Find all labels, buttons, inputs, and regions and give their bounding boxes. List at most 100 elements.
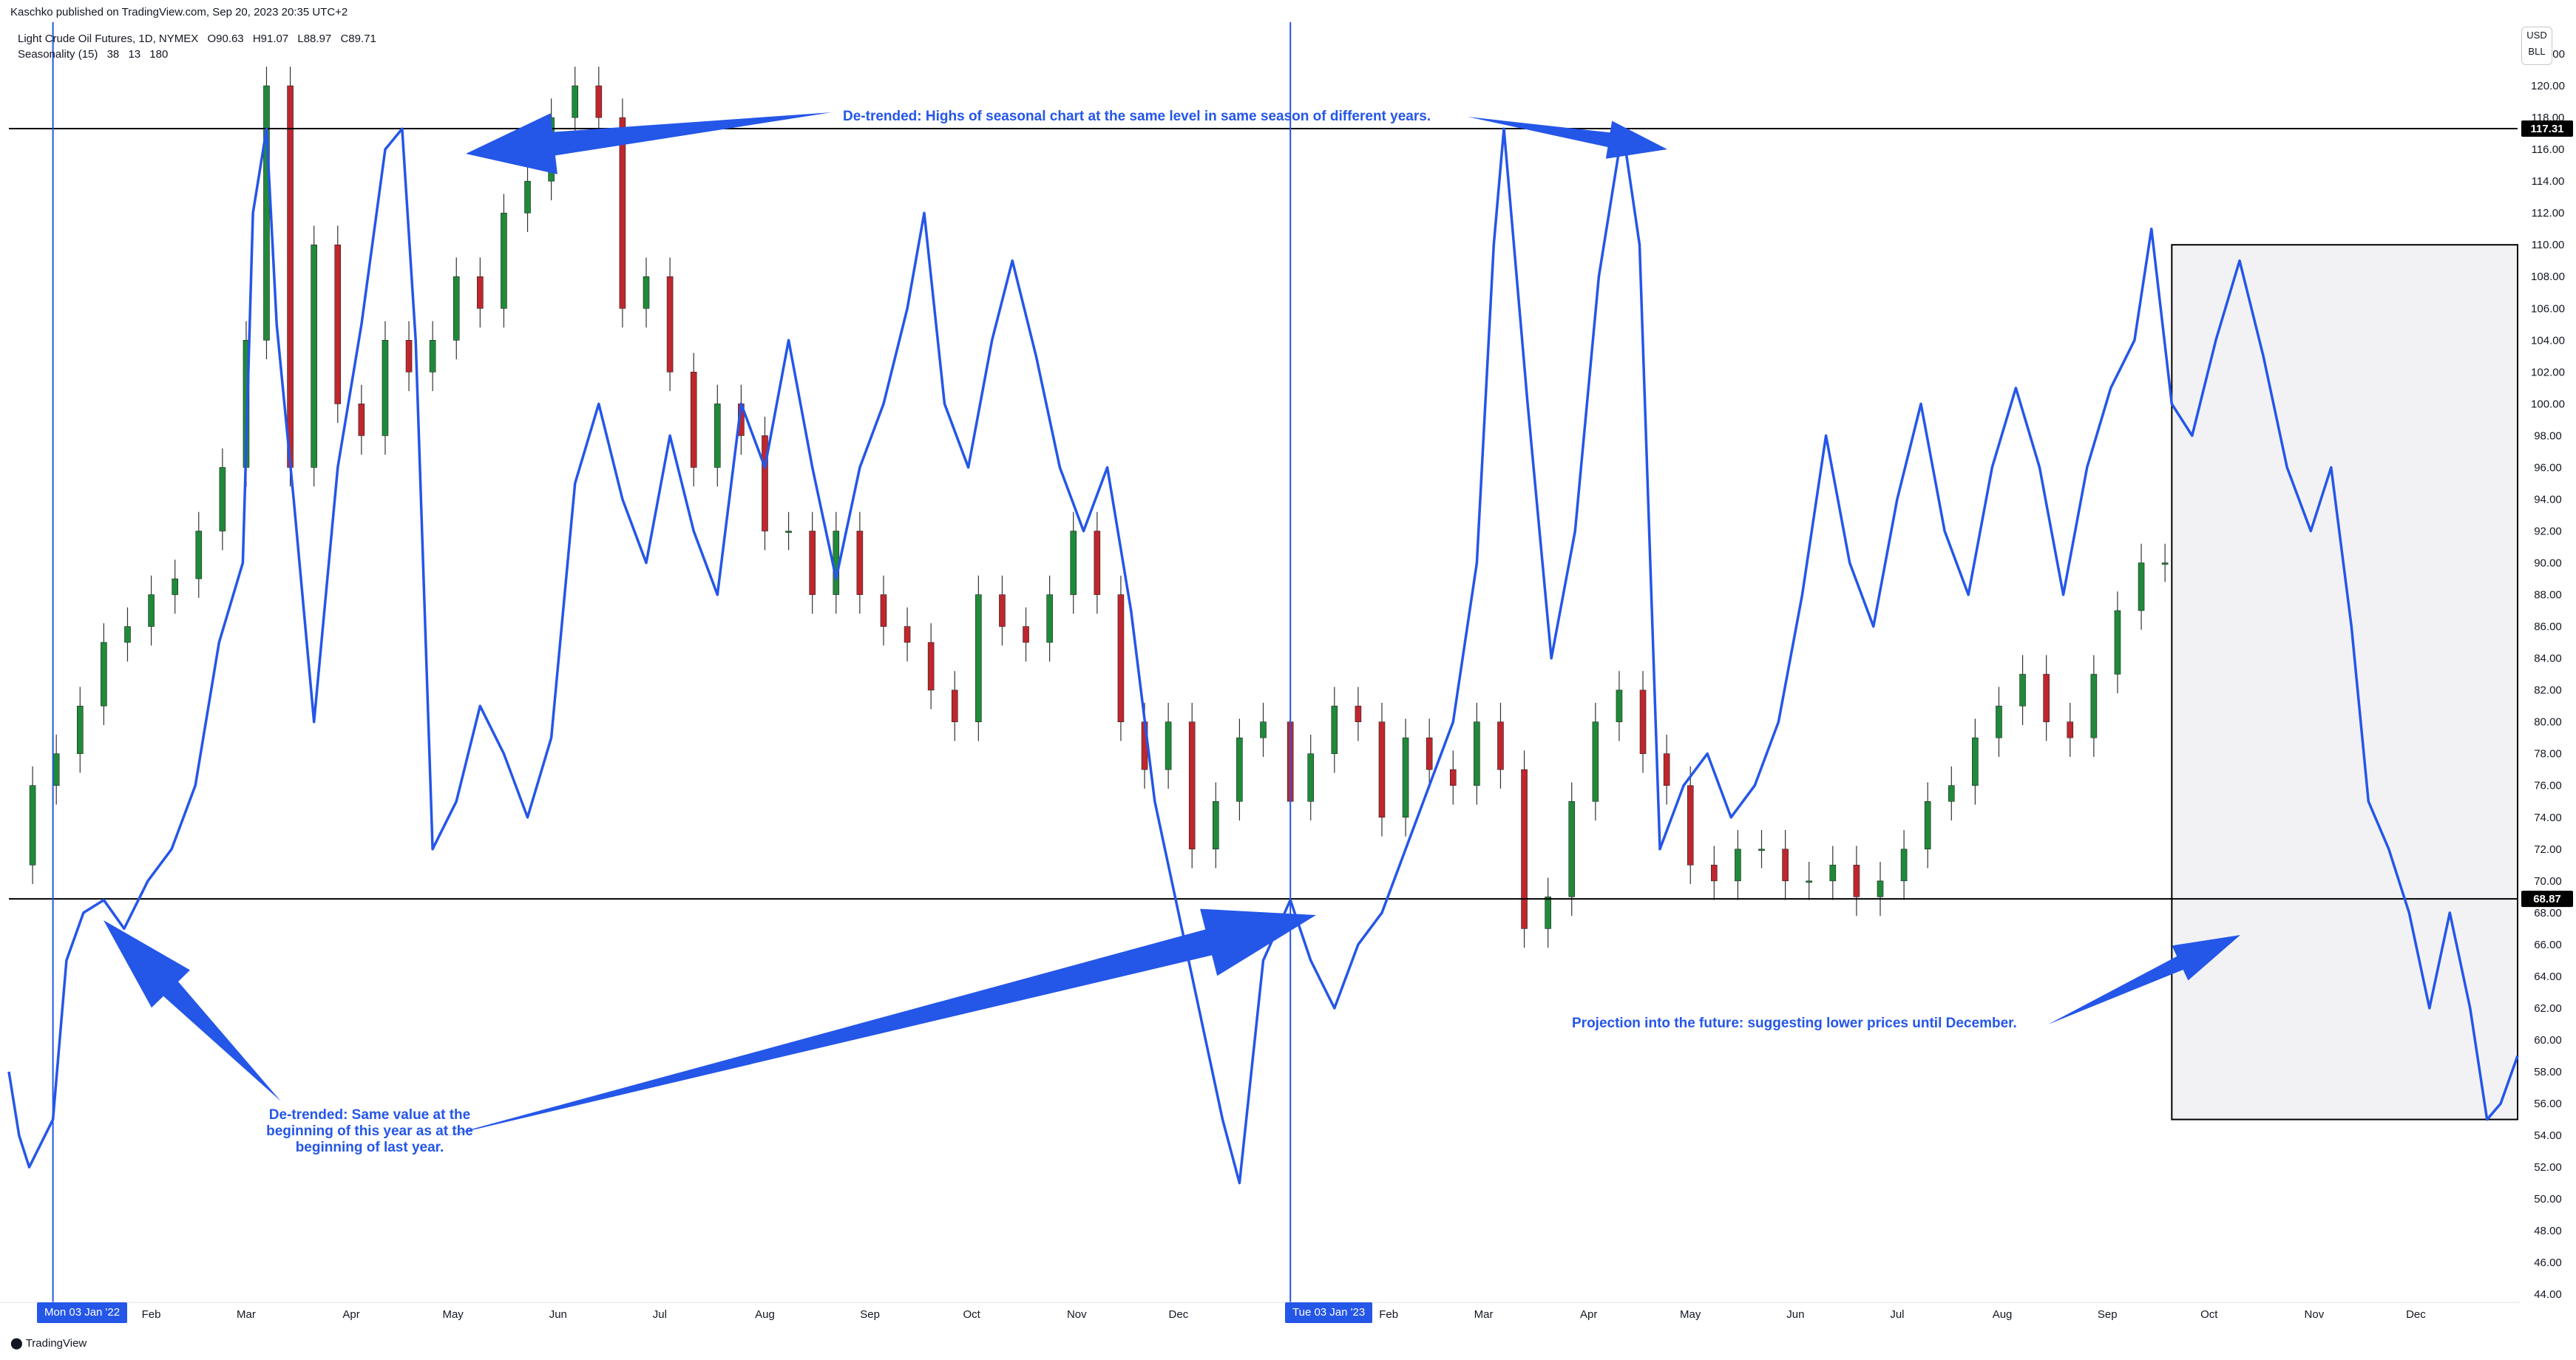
price-tick-label: 82.00 [2534, 684, 2562, 697]
candle-body [690, 372, 697, 468]
candle-body [1545, 897, 1551, 929]
candle-body [951, 690, 958, 722]
candle-body [382, 340, 389, 436]
candle-body [809, 531, 816, 595]
month-tick-label: Jun [1786, 1308, 1804, 1321]
candle-body [1687, 785, 1694, 866]
candle-body [29, 785, 36, 866]
candle-body [1806, 880, 1813, 883]
candle-body [1378, 721, 1386, 818]
candle-body [1449, 769, 1457, 786]
candle-body [880, 594, 887, 627]
candle-body [927, 642, 935, 690]
candle-body [1355, 705, 1362, 722]
candle-body [1213, 800, 1219, 850]
month-tick-label: Mar [1474, 1308, 1494, 1321]
candle-body [1260, 721, 1267, 738]
level-tag [2521, 891, 2573, 908]
candle-body [1900, 849, 1908, 882]
price-tick-label: 112.00 [2532, 207, 2565, 220]
tradingview-footer[interactable]: ⬤ TradingView [10, 1336, 87, 1350]
price-tick-label: 64.00 [2534, 970, 2562, 983]
candle-body [1023, 626, 1029, 643]
candle-body [2114, 610, 2121, 675]
tradingview-logo-icon: ⬤ [10, 1337, 23, 1350]
month-tick-label: Jul [1890, 1308, 1904, 1321]
price-tick-label: 50.00 [2534, 1193, 2562, 1206]
ohlc-low: L88.97 [297, 33, 332, 45]
candle-body [477, 276, 484, 309]
ohlc-high: H91.07 [252, 33, 289, 45]
instrument-legend[interactable]: Light Crude Oil Futures, 1D, NYMEX O90.6… [18, 33, 382, 45]
candle-body [572, 85, 579, 118]
month-tick-label: Sep [860, 1308, 880, 1321]
price-tick-label: 56.00 [2534, 1098, 2562, 1110]
candle-body [1568, 800, 1576, 897]
candle-body [1046, 594, 1053, 643]
candle-body [1639, 690, 1647, 755]
currency-label: USD [2526, 30, 2547, 41]
unit-label: BLL [2528, 46, 2546, 57]
price-tick-label: 94.00 [2534, 493, 2562, 506]
published-line: Kaschko published on TradingView.com, Se… [10, 6, 348, 18]
candle-body [904, 626, 911, 643]
annotation-arrows [104, 112, 2240, 1137]
candle-body [714, 404, 721, 468]
candle-body [1331, 705, 1338, 755]
price-tick-label: 46.00 [2534, 1257, 2562, 1269]
month-tick-label: Jul [653, 1308, 667, 1321]
price-tick-label: 92.00 [2534, 525, 2562, 537]
candle-body [148, 594, 155, 627]
candle-body [1758, 849, 1765, 851]
candle-body [1402, 737, 1409, 818]
currency-selector[interactable]: USD BLL [2521, 27, 2552, 65]
candle-body [405, 340, 413, 373]
level-tag [2521, 120, 2573, 137]
month-tick-label: May [442, 1308, 464, 1321]
indicator-param: 13 [128, 48, 141, 61]
price-tick-label: 116.00 [2532, 143, 2565, 156]
candle-body [1853, 865, 1860, 897]
candle-body [195, 531, 203, 579]
annotation-highs: De-trended: Highs of seasonal chart at t… [843, 109, 1431, 124]
candle-body [219, 467, 226, 531]
month-tick-label: Sep [2098, 1308, 2118, 1321]
candle-body [1948, 785, 1955, 802]
price-tick-label: 74.00 [2534, 812, 2562, 824]
projection-box [2171, 244, 2518, 1121]
arrow-icon [1468, 117, 1667, 159]
candle-body [1924, 800, 1931, 850]
candle-body [453, 276, 460, 341]
candle-body [334, 244, 342, 404]
price-tick-label: 66.00 [2534, 939, 2562, 951]
candle-body [1117, 594, 1125, 722]
price-tick-label: 104.00 [2531, 334, 2565, 347]
price-tick-label: 76.00 [2534, 780, 2562, 792]
candle-body [1996, 705, 2002, 738]
price-tick-label: 114.00 [2532, 175, 2565, 188]
candle-body [429, 340, 436, 373]
price-tick-label: 88.00 [2534, 589, 2562, 602]
month-tick-label: Oct [2200, 1308, 2218, 1321]
candle-body [76, 705, 84, 755]
month-tick-label: Apr [1580, 1308, 1597, 1321]
arrow-icon [444, 908, 1316, 1137]
price-tick-label: 54.00 [2534, 1129, 2562, 1142]
price-axis: 44.00 46.00 48.00 50.00 52.00 54.00 56.00 58.00… [2520, 22, 2576, 1302]
indicator-legend[interactable]: Seasonality (15) 38 13 180 [18, 48, 174, 61]
candle-body [1426, 737, 1433, 770]
candle-body [762, 435, 768, 531]
price-tick-label: 110.00 [2532, 239, 2565, 251]
price-tick-label: 44.00 [2534, 1288, 2562, 1301]
horizontal-levels [9, 127, 2518, 900]
candle-body [1972, 737, 1979, 786]
candle-body [1711, 865, 1718, 882]
candle-body [1236, 737, 1243, 802]
seasonality-series [7, 127, 2519, 1185]
candle-body [101, 642, 107, 707]
month-tick-label: Oct [963, 1308, 981, 1321]
arrow-icon [2048, 935, 2240, 1024]
price-tick-label: 78.00 [2534, 748, 2562, 761]
month-tick-label: May [1680, 1308, 1701, 1321]
